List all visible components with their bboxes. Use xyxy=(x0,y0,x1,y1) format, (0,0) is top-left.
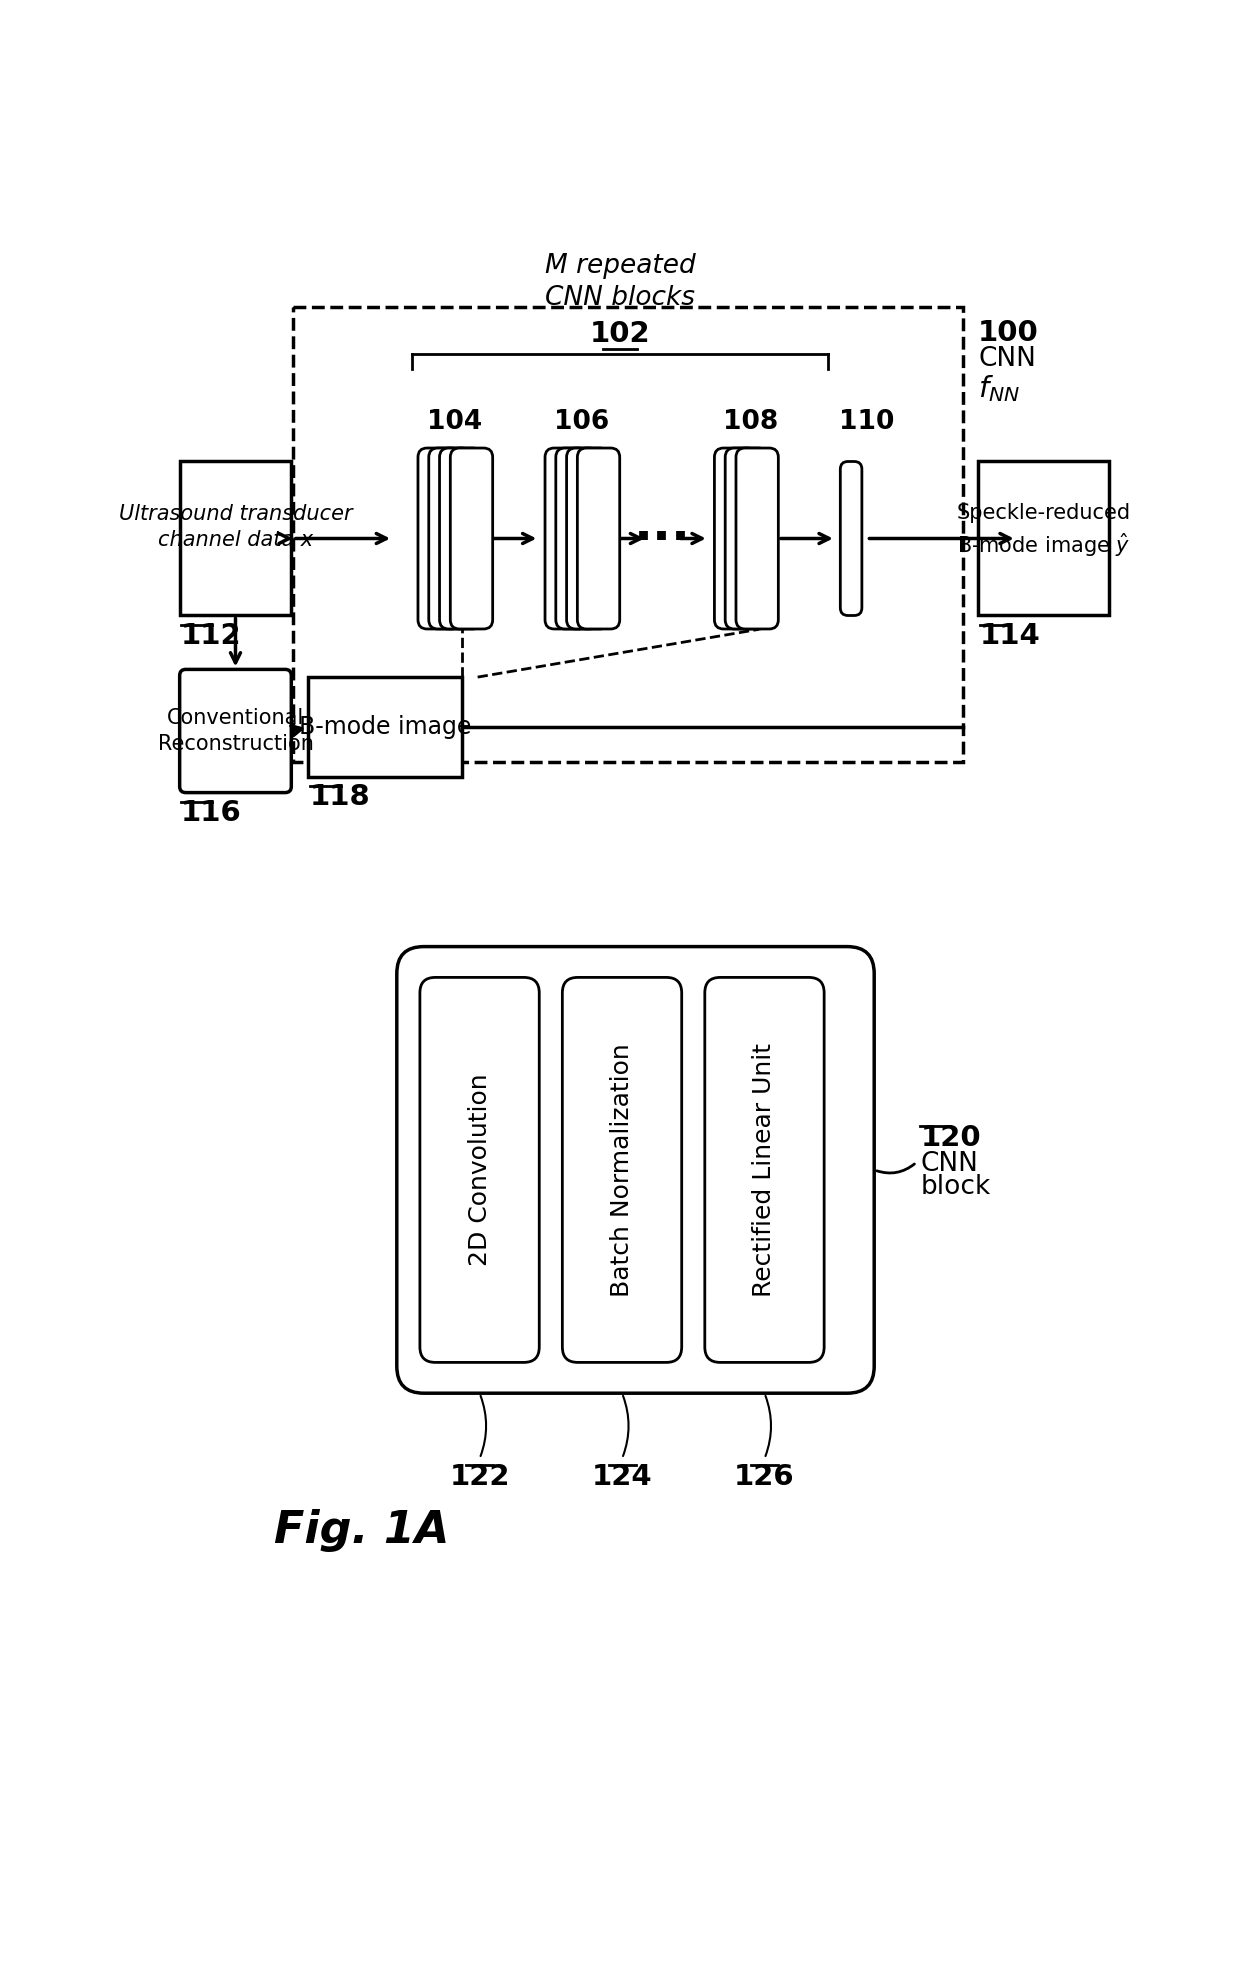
FancyBboxPatch shape xyxy=(450,449,492,629)
Bar xyxy=(180,461,291,615)
FancyBboxPatch shape xyxy=(841,461,862,615)
Text: 114: 114 xyxy=(980,621,1040,649)
FancyBboxPatch shape xyxy=(420,977,539,1362)
Text: 104: 104 xyxy=(427,409,482,435)
Text: Conventional
Reconstruction: Conventional Reconstruction xyxy=(157,709,314,754)
Text: CNN: CNN xyxy=(978,345,1037,371)
Text: ···: ··· xyxy=(634,514,691,562)
Text: 100: 100 xyxy=(978,320,1039,347)
Text: Speckle-reduced
B-mode image $\hat{y}$: Speckle-reduced B-mode image $\hat{y}$ xyxy=(956,502,1131,560)
Text: 122: 122 xyxy=(449,1463,510,1491)
Bar xyxy=(309,677,463,778)
Text: 116: 116 xyxy=(181,798,242,828)
Bar xyxy=(293,308,962,762)
Text: Fig. 1A: Fig. 1A xyxy=(274,1509,449,1552)
Text: 108: 108 xyxy=(723,409,779,435)
FancyBboxPatch shape xyxy=(556,449,598,629)
Text: 106: 106 xyxy=(554,409,609,435)
Text: Batch Normalization: Batch Normalization xyxy=(610,1042,634,1296)
Text: Rectified Linear Unit: Rectified Linear Unit xyxy=(753,1042,776,1296)
FancyBboxPatch shape xyxy=(180,669,291,792)
FancyBboxPatch shape xyxy=(439,449,482,629)
Text: 102: 102 xyxy=(590,320,651,347)
FancyBboxPatch shape xyxy=(578,449,620,629)
FancyBboxPatch shape xyxy=(725,449,768,629)
Text: 126: 126 xyxy=(734,1463,795,1491)
FancyBboxPatch shape xyxy=(418,449,460,629)
Text: 112: 112 xyxy=(181,621,242,649)
Text: block: block xyxy=(920,1173,991,1199)
FancyBboxPatch shape xyxy=(397,947,874,1393)
Text: 120: 120 xyxy=(920,1124,981,1151)
FancyBboxPatch shape xyxy=(567,449,609,629)
Text: Ultrasound transducer
channel data x: Ultrasound transducer channel data x xyxy=(119,504,352,550)
Text: B-mode image: B-mode image xyxy=(299,715,471,738)
Text: 2D Convolution: 2D Convolution xyxy=(467,1074,491,1266)
Text: $f_{NN}$: $f_{NN}$ xyxy=(978,373,1021,403)
FancyBboxPatch shape xyxy=(429,449,471,629)
Text: 118: 118 xyxy=(310,784,371,812)
Text: 124: 124 xyxy=(591,1463,652,1491)
Bar xyxy=(978,461,1109,615)
Text: 110: 110 xyxy=(838,409,894,435)
FancyBboxPatch shape xyxy=(563,977,682,1362)
Text: CNN: CNN xyxy=(920,1151,978,1177)
FancyBboxPatch shape xyxy=(737,449,779,629)
FancyBboxPatch shape xyxy=(704,977,825,1362)
Text: M repeated
CNN blocks: M repeated CNN blocks xyxy=(544,254,696,312)
FancyBboxPatch shape xyxy=(546,449,588,629)
FancyBboxPatch shape xyxy=(714,449,756,629)
